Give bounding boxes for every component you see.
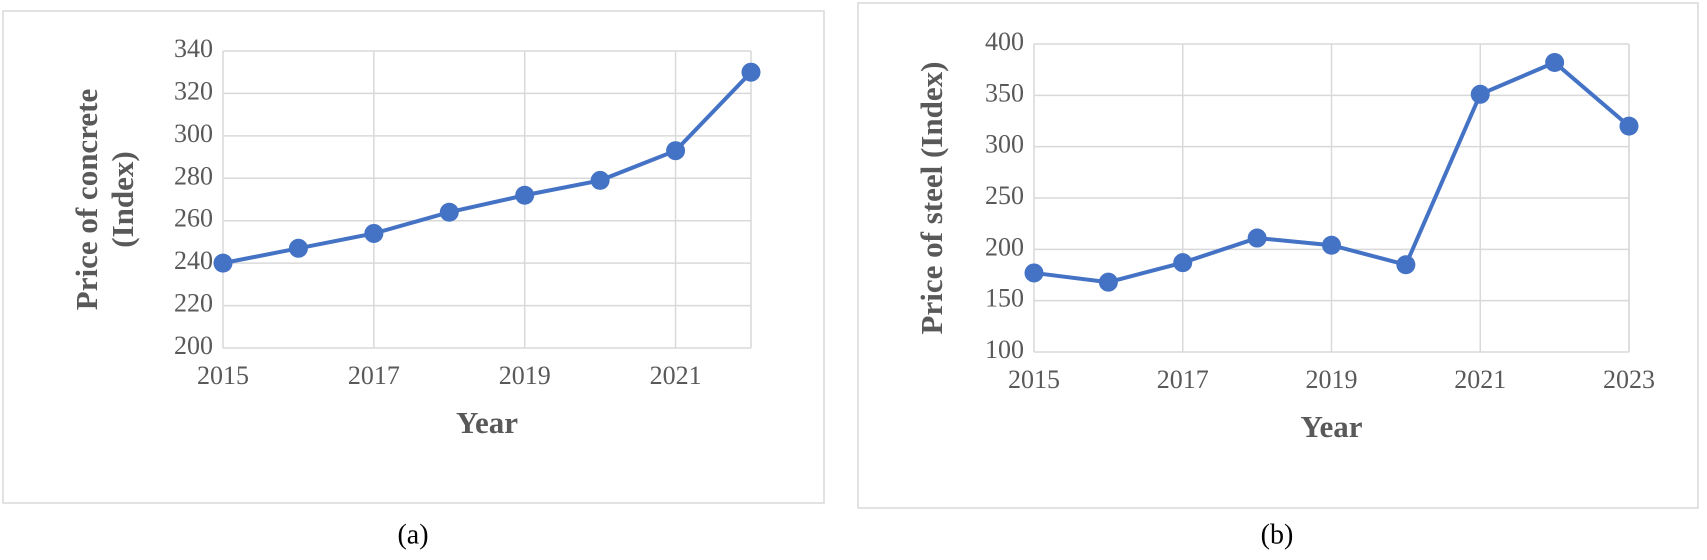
x-tick-label: 2021 bbox=[1454, 365, 1506, 394]
y-tick-label: 200 bbox=[985, 232, 1024, 261]
y-tick-label: 300 bbox=[985, 130, 1024, 159]
data-point bbox=[364, 223, 384, 243]
data-point bbox=[515, 185, 535, 205]
data-point bbox=[439, 202, 459, 222]
y-tick-label: 400 bbox=[985, 27, 1024, 56]
x-axis-label: Year bbox=[1301, 409, 1363, 444]
y-tick-label: 240 bbox=[174, 246, 213, 275]
y-axis-label: Price of steel (Index) bbox=[914, 62, 949, 335]
data-point bbox=[741, 62, 761, 82]
y-tick-label: 320 bbox=[174, 76, 213, 105]
y-tick-label: 280 bbox=[174, 161, 213, 190]
x-tick-label: 2019 bbox=[1306, 365, 1358, 394]
x-tick-label: 2017 bbox=[1157, 365, 1209, 394]
data-point bbox=[213, 253, 233, 273]
data-point bbox=[1024, 263, 1044, 283]
data-point bbox=[288, 238, 308, 258]
y-tick-label: 350 bbox=[985, 78, 1024, 107]
data-point bbox=[1619, 116, 1639, 136]
data-point bbox=[1470, 84, 1490, 104]
x-tick-label: 2015 bbox=[1008, 365, 1060, 394]
chart-frame bbox=[2, 10, 825, 504]
y-tick-label: 300 bbox=[174, 119, 213, 148]
data-point bbox=[1396, 255, 1416, 275]
data-point bbox=[1173, 253, 1193, 273]
x-tick-label: 2021 bbox=[650, 361, 702, 390]
x-tick-label: 2019 bbox=[499, 361, 551, 390]
y-tick-label: 200 bbox=[174, 331, 213, 360]
y-axis-label-line: Price of steel (Index) bbox=[914, 62, 949, 335]
data-point bbox=[1545, 52, 1565, 72]
caption: (b) bbox=[1261, 519, 1294, 550]
x-axis-label: Year bbox=[456, 405, 518, 440]
data-point bbox=[1247, 228, 1267, 248]
y-tick-label: 100 bbox=[985, 335, 1024, 364]
y-tick-label: 250 bbox=[985, 181, 1024, 210]
data-point bbox=[1098, 272, 1118, 292]
y-axis-label-line: (Index) bbox=[105, 151, 140, 247]
y-tick-label: 340 bbox=[174, 34, 213, 63]
x-tick-label: 2015 bbox=[197, 361, 249, 390]
y-tick-label: 150 bbox=[985, 284, 1024, 313]
data-point bbox=[666, 141, 686, 161]
data-point bbox=[1322, 235, 1341, 255]
y-axis-label-line: Price of concrete bbox=[69, 89, 104, 310]
data-point bbox=[590, 170, 610, 190]
series-line bbox=[222, 70, 753, 266]
y-tick-label: 220 bbox=[174, 289, 213, 318]
chart-frame bbox=[857, 2, 1699, 509]
y-tick-label: 260 bbox=[174, 204, 213, 233]
y-axis-label: Price of concrete(Index) bbox=[69, 89, 140, 310]
caption: (a) bbox=[397, 519, 428, 550]
x-tick-label: 2023 bbox=[1603, 365, 1655, 394]
x-tick-label: 2017 bbox=[348, 361, 400, 390]
